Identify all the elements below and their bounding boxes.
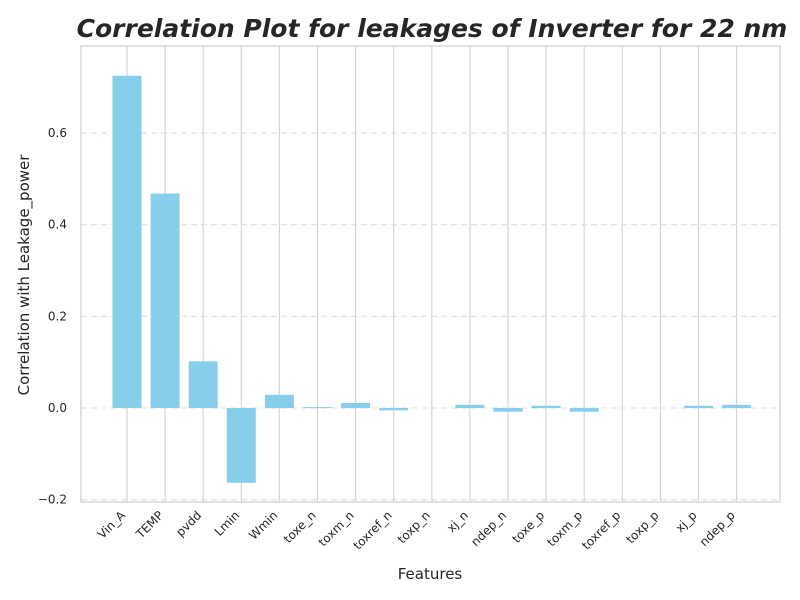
y-tick-label: 0.4 [48, 218, 67, 232]
y-tick-label: 0.2 [48, 309, 67, 323]
x-tick-label: toxp_p [623, 508, 661, 546]
x-tick-label: toxe_p [509, 508, 547, 546]
y-axis-label: Correlation with Leakage_power [15, 154, 34, 396]
bar-toxref_n [379, 408, 409, 411]
x-tick-label: xj_n [444, 508, 471, 535]
bar-xj_n [455, 404, 485, 409]
plot-frame [80, 45, 781, 503]
x-tick-label: toxref_p [579, 508, 623, 552]
x-tick-label: TEMP [133, 508, 167, 542]
y-tick-label: −0.2 [38, 493, 67, 507]
x-tick-label: toxp_n [395, 508, 433, 546]
bar-xj_p [684, 405, 713, 409]
y-ticks: −0.2 0.0 0.2 0.4 0.6 [38, 126, 67, 507]
x-tick-label: Wmin [246, 508, 280, 542]
x-tick-label: pvdd [173, 508, 204, 539]
bar-ndep_n [493, 408, 523, 412]
x-axis-label: Features [398, 565, 463, 583]
bar-toxm_n [341, 403, 371, 409]
x-tick-label: toxe_n [281, 508, 319, 546]
x-tick-label: ndep_p [697, 508, 738, 549]
bar-toxe_p [531, 405, 561, 409]
bar-Lmin [226, 408, 256, 483]
x-tick-label: Vin_A [95, 508, 129, 542]
grid [81, 46, 780, 502]
chart-title: Correlation Plot for leakages of Inverte… [77, 14, 788, 43]
bar-Vin_A [112, 75, 142, 409]
y-tick-label: 0.0 [48, 401, 67, 415]
bar-pvdd [188, 361, 218, 409]
y-tick-label: 0.6 [48, 126, 67, 140]
x-tick-label: toxref_n [351, 508, 395, 552]
bars [112, 75, 752, 483]
bar-toxe_n [303, 407, 332, 409]
bar-Wmin [264, 394, 294, 409]
bar-ndep_p [722, 404, 752, 409]
x-tick-label: Lmin [212, 508, 243, 539]
bar-toxm_p [569, 408, 599, 412]
x-tick-label: xj_p [673, 508, 700, 535]
bar-TEMP [150, 193, 180, 409]
x-tick-label: ndep_n [468, 508, 509, 549]
x-ticks: Vin_A TEMP pvdd Lmin Wmin toxe_ntoxm_ntoxref_… [95, 508, 738, 553]
